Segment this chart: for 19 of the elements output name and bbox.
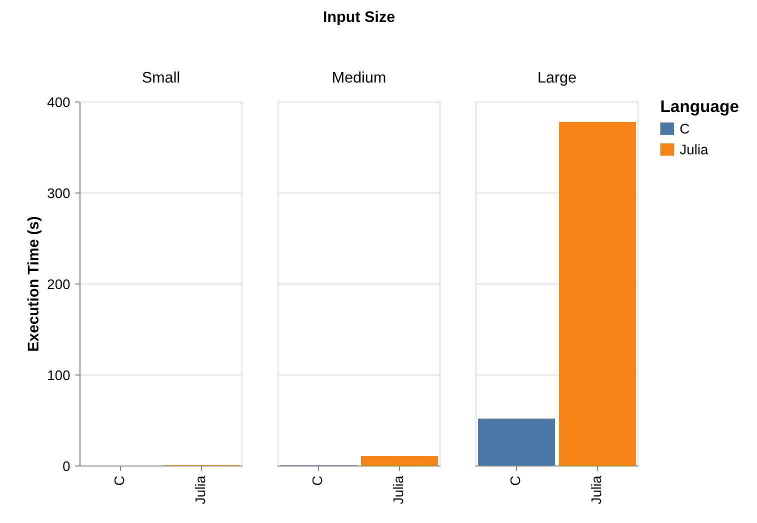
y-tick-label: 0 xyxy=(63,461,70,472)
chart-title: Large xyxy=(538,72,576,86)
x-tick-label: C xyxy=(510,476,520,486)
chart-title: Small xyxy=(142,71,180,83)
legend-title: Language xyxy=(661,100,738,116)
legend-label: C xyxy=(680,124,690,134)
x-tick-label: Julia xyxy=(591,476,602,504)
chart-title: Medium xyxy=(333,71,386,83)
x-tick-label: Julia xyxy=(195,476,206,504)
y-tick-label: 100 xyxy=(48,370,70,380)
x-tick-label: C xyxy=(312,476,322,486)
x-tick-label: C xyxy=(114,476,124,486)
x-tick-label: Julia xyxy=(393,476,404,504)
y-tick-label: 200 xyxy=(48,279,70,290)
y-tick-label: 400 xyxy=(47,97,70,108)
y-axis-title: Execution Time (s) xyxy=(27,216,42,351)
legend-label: Julia xyxy=(680,144,708,154)
y-tick-label: 300 xyxy=(48,188,70,198)
text: Input Size xyxy=(324,10,395,26)
